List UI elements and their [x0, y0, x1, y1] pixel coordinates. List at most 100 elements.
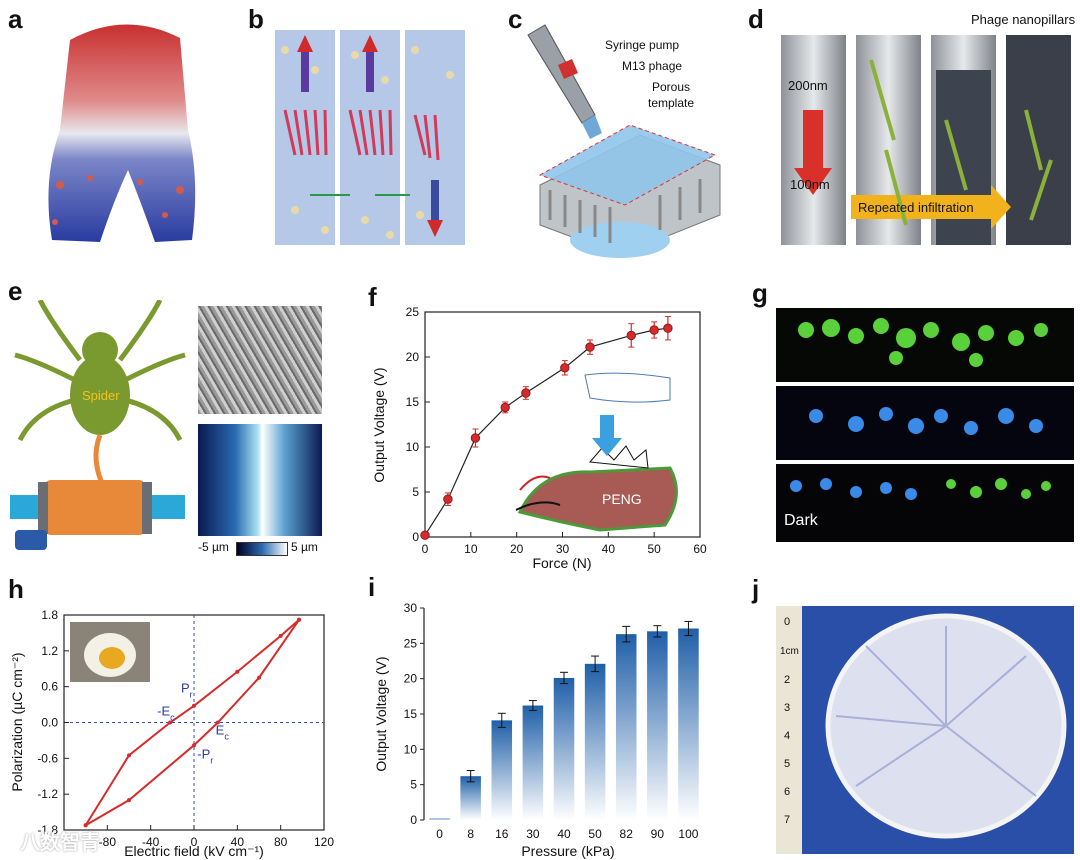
chart-f-force-voltage: PENG 0 10 20 30 40 50 60 0 5 10 15 20 25 Force (N) O…	[371, 305, 707, 571]
x-tick-label: 50	[588, 827, 602, 841]
neg-pr-annotation: -Pr	[197, 746, 213, 765]
x-tick-label: 30	[556, 542, 570, 556]
loop-point	[168, 720, 173, 725]
data-point	[626, 330, 636, 341]
panel-letter-b: b	[248, 4, 264, 34]
chart-i-ylabel: Output Voltage (V)	[373, 656, 389, 771]
blue-luminescence-image	[776, 386, 1074, 460]
x-tick-label: 100	[678, 827, 698, 841]
data-point	[585, 342, 595, 352]
y-tick-label: -1.2	[37, 787, 58, 801]
x-tick-label: 40	[557, 827, 571, 841]
afm-colorbar	[236, 542, 288, 556]
bar	[647, 631, 668, 820]
bar	[615, 634, 637, 820]
panel-letter-c: c	[508, 4, 523, 34]
loop-point	[127, 753, 131, 758]
phage-nanopillars-label: Phage nanopillars	[971, 12, 1076, 27]
panel-letter-a: a	[8, 4, 23, 34]
series-line	[424, 327, 668, 536]
afm-image	[198, 424, 322, 536]
data-point	[663, 323, 673, 333]
green-luminescence-image	[776, 308, 1074, 382]
protein-structure-image	[48, 24, 196, 242]
dark-luminescence-image: Dark	[776, 464, 1074, 542]
x-tick-label: 50	[647, 542, 661, 556]
x-tick-label: -80	[99, 835, 117, 849]
y-tick-label: 0	[410, 813, 417, 827]
loop-point	[215, 720, 220, 725]
chart-i-xlabel: Pressure (kPa)	[521, 843, 614, 859]
dipole-alignment-diagram	[275, 30, 465, 245]
sem-image	[198, 306, 322, 414]
peng-label: PENG	[602, 491, 642, 507]
y-tick-label: 25	[406, 305, 420, 319]
x-tick-label: -40	[142, 835, 160, 849]
loop-point	[235, 669, 240, 674]
porous-template-diagram: Syringe pump M13 phage Porous template	[527, 24, 721, 258]
y-tick-label: 15	[404, 707, 418, 721]
data-point	[420, 530, 430, 540]
x-tick-label: 16	[495, 827, 509, 841]
m13-phage-label: M13 phage	[622, 59, 682, 73]
film-photo: 0 1cm 2 3 4 5 6 7	[776, 606, 1074, 854]
loop-point	[83, 823, 88, 828]
y-tick-label: 20	[404, 672, 418, 686]
y-tick-label: 5	[410, 778, 417, 792]
peng-inset: PENG	[515, 372, 678, 532]
x-tick-label: 90	[651, 827, 665, 841]
watermark-text: 八数智青	[20, 832, 100, 854]
loop-point	[257, 675, 261, 680]
afm-scale-min: -5 µm	[198, 540, 229, 554]
data-point	[521, 388, 531, 398]
x-tick-label: 60	[693, 542, 707, 556]
x-tick-label: 10	[464, 542, 478, 556]
nanopillar-diagram: Phage nanopillars 200nm 100nm Repeated i…	[781, 12, 1076, 245]
x-tick-label: 8	[467, 827, 474, 841]
spider-silk-diagram: Spider	[10, 300, 186, 550]
chart-h-hysteresis: -80 -40 0 40 80 120 -1.8 -1.2 -0.6 0.0 0.6 1.2 1.8 Pr…	[9, 608, 334, 859]
panel-letter-j: j	[752, 574, 760, 604]
y-tick-label: 1.2	[41, 644, 58, 658]
loop-point	[297, 617, 302, 622]
loop-point	[192, 743, 196, 748]
afm-scale-max: 5 µm	[291, 540, 318, 554]
x-tick-label: 0	[191, 835, 198, 849]
chart-h-ylabel: Polarization (µC cm⁻²)	[9, 652, 25, 791]
dim-100nm-label: 100nm	[790, 177, 830, 192]
x-tick-label: 30	[526, 827, 540, 841]
spider-label: Spider	[82, 388, 120, 403]
data-point	[649, 325, 659, 335]
yolk-shape	[99, 647, 125, 669]
chart-f-xlabel: Force (N)	[532, 555, 591, 571]
x-tick-label: 82	[620, 827, 634, 841]
y-tick-label: 20	[406, 350, 420, 364]
lower-branch	[85, 619, 300, 827]
y-tick-label: 10	[404, 742, 418, 756]
bar	[553, 677, 575, 820]
y-tick-label: -0.6	[37, 751, 58, 765]
panel-letter-d: d	[748, 4, 764, 34]
data-point	[470, 433, 481, 443]
porous-label-1: Porous	[652, 80, 690, 94]
loop-point	[127, 798, 131, 803]
bar	[491, 720, 513, 820]
y-tick-label: 1.8	[41, 608, 58, 622]
data-point	[560, 363, 570, 373]
bar	[522, 705, 544, 820]
panel-letter-h: h	[8, 574, 24, 604]
bar	[460, 776, 481, 820]
y-tick-label: 25	[404, 636, 418, 650]
infiltration-label: Repeated infiltration	[858, 200, 974, 215]
bar	[678, 628, 699, 820]
chart-h-xlabel: Electric field (kV cm⁻¹)	[124, 843, 264, 859]
x-tick-label: 0	[422, 542, 429, 556]
data-point	[500, 402, 510, 413]
y-tick-label: 15	[406, 395, 420, 409]
dark-label: Dark	[784, 512, 818, 529]
x-tick-label: 0	[436, 827, 443, 841]
x-tick-label: 40	[602, 542, 616, 556]
dim-200nm-label: 200nm	[788, 78, 828, 93]
loop-point	[278, 633, 283, 638]
panel-letter-g: g	[752, 278, 768, 308]
